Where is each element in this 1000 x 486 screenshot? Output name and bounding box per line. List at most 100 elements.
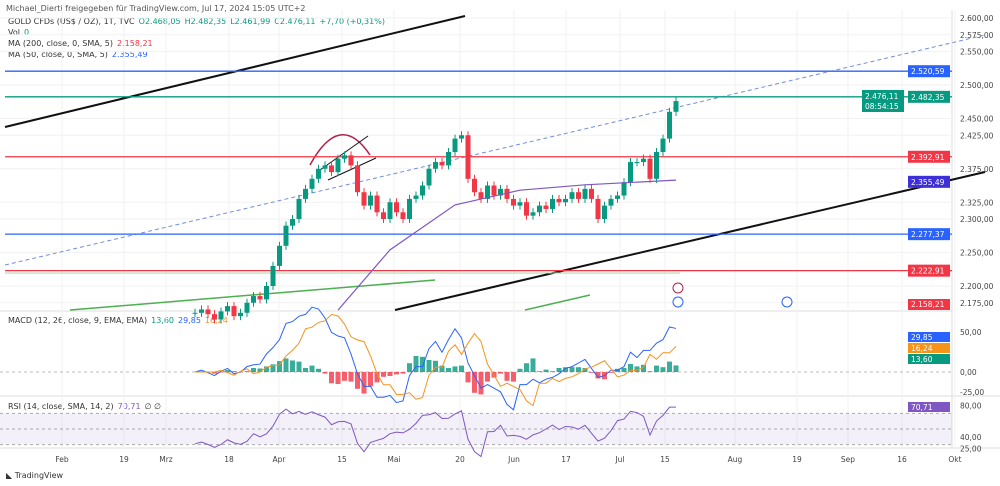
price-level-label: 2.392,91 [911,153,945,162]
candle [530,212,536,216]
macd-histogram-bar [270,364,276,372]
candle [316,168,321,179]
macd-histogram-bar [426,360,432,372]
candle [498,188,503,196]
macd-histogram-bar [621,368,627,372]
candle [654,152,659,179]
candle [342,155,347,159]
macd-histogram-bar [309,365,315,372]
candle [563,198,568,203]
candle [524,202,529,216]
macd-histogram-bar [628,364,633,372]
candle [556,198,562,203]
trendline-lower [394,171,986,311]
macd-histogram-bar [660,367,666,372]
macd-histogram-bar [608,372,614,373]
candle [543,205,549,209]
candle [439,162,445,166]
candle [569,192,575,199]
macd-histogram-bar [641,364,646,372]
candle [413,195,419,199]
symbol-legend: GOLD CFDs (US$ / OZ), 1T, TVC O2.468,05 H2… [8,17,385,26]
macd-legend[interactable]: MACD (12, 26, close, 9, EMA, EMA) 13,60 29… [8,316,228,325]
last-price-label: 2.476,11 [865,92,899,101]
price-level-label: 2.482,35 [911,93,945,102]
candle [218,311,224,320]
candle [400,212,406,219]
candle [244,302,250,313]
time-tick-label: 15 [337,455,347,464]
time-tick-label: Jun [507,455,520,464]
rsi-value-label: 70,71 [911,403,933,412]
event-icon [781,296,793,308]
candle [550,198,555,209]
price-level-label: 2.277,37 [911,230,945,239]
macd-histogram-bar [400,372,406,374]
candle [322,165,328,169]
time-tick-label: 17 [561,455,571,464]
candle [426,168,432,186]
ma50-tag-label: 2.355,49 [911,178,945,187]
candle [296,198,302,219]
macd-histogram-bar [465,372,471,383]
candle [212,314,217,320]
candle [407,198,412,219]
candle [628,162,633,183]
rsi-line [194,406,676,458]
candle [231,306,237,317]
trendline-dashed [4,34,986,266]
macd-histogram-bar [550,371,555,372]
macd-histogram-bar [504,372,510,381]
ma50-line [337,179,677,311]
time-tick-label: Apr [273,455,287,464]
candle [361,192,367,206]
price-level-label: 2.520,59 [911,67,945,76]
green-line [69,279,436,311]
time-tick-label: 16 [897,455,907,464]
ma200-tag-label: 2.158,21 [911,300,945,309]
ma50-tag [908,175,950,188]
macd-histogram-bar [485,372,490,382]
macd-histogram-bar [647,371,653,372]
macd-histogram-bar [634,366,640,372]
macd-histogram-bar [257,368,263,372]
event-icon [672,282,684,294]
rsi-tick-label: 25,00 [960,445,982,454]
candle [641,158,646,163]
tradingview-logo[interactable]: ◣ TradingView [6,471,64,480]
ma200-legend[interactable]: MA (200, close, 0, SMA, 5) 2.158,21 [8,39,153,48]
candle [277,245,282,266]
candle [329,165,334,173]
macd-histogram-bar [439,365,445,372]
candle [381,212,386,219]
candle [290,219,295,226]
macd-histogram-bar [303,368,308,372]
macd-histogram-bar [667,361,672,372]
flag-line [327,157,377,181]
candle [621,182,627,196]
candle [485,185,490,199]
rsi-tick-label: 80,00 [960,402,982,411]
macd-histogram-bar [511,372,516,382]
time-tick-label: Aug [728,455,743,464]
macd-histogram-bar [387,372,393,376]
rsi-legend[interactable]: RSI (14, close, SMA, 14, 2) 70,71 ∅ ∅ [8,402,162,411]
macd-histogram-bar [543,369,549,372]
price-tick-label: 2.500,00 [960,81,994,90]
candle [264,286,269,300]
candle [504,188,510,199]
candle [582,188,588,199]
ma50-legend[interactable]: MA (50, close, 0, SMA, 5) 2.355,49 [8,50,148,59]
macd-histogram-bar [524,363,529,372]
macd-histogram-bar [537,371,542,372]
macd-histogram-bar [413,356,419,372]
time-tick-label: Jul [614,455,624,464]
candle [368,195,373,206]
macd-histogram-bar [589,372,594,373]
time-tick-label: Sep [841,455,855,464]
candle [199,309,204,313]
time-tick-label: 15 [660,455,670,464]
macd-histogram-bar [517,368,523,372]
macd-histogram-bar [556,368,562,372]
